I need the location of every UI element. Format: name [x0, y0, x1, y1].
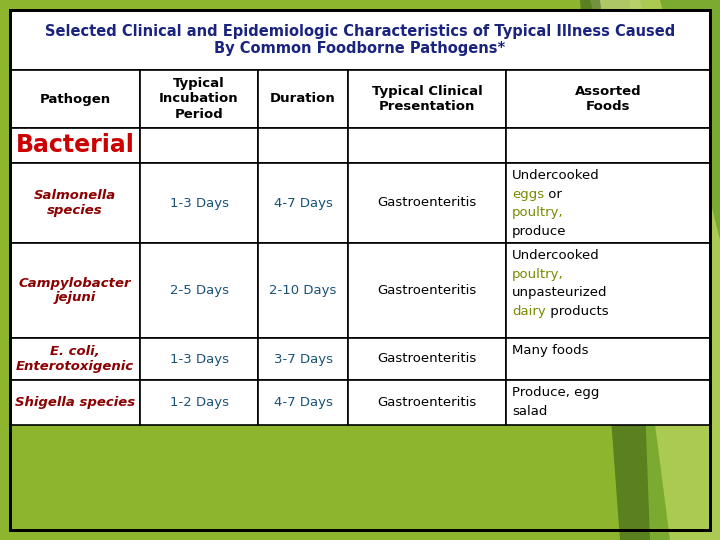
Text: poultry,: poultry,: [512, 206, 564, 219]
Bar: [348, 338, 506, 380]
Bar: [258, 163, 348, 243]
Text: salad: salad: [512, 404, 547, 417]
Bar: [140, 380, 258, 425]
Bar: [506, 243, 710, 338]
Bar: [258, 70, 348, 128]
Bar: [506, 70, 710, 128]
Bar: [506, 128, 710, 163]
Bar: [10, 338, 140, 380]
Bar: [140, 243, 258, 338]
Text: Gastroenteritis: Gastroenteritis: [377, 396, 477, 409]
Text: or: or: [544, 188, 562, 201]
Text: Campylobacter
jejuni: Campylobacter jejuni: [19, 276, 131, 305]
Text: Duration: Duration: [270, 92, 336, 105]
Bar: [10, 70, 140, 128]
Text: Typical
Incubation
Period: Typical Incubation Period: [159, 78, 239, 120]
Bar: [10, 10, 710, 70]
Polygon shape: [580, 0, 720, 540]
Bar: [506, 380, 710, 425]
Bar: [348, 243, 506, 338]
Text: produce: produce: [512, 225, 567, 238]
Text: E. coli,
Enterotoxigenic: E. coli, Enterotoxigenic: [16, 345, 134, 373]
Text: Bacterial: Bacterial: [16, 133, 135, 158]
Bar: [258, 338, 348, 380]
Bar: [10, 243, 140, 338]
Bar: [258, 243, 348, 338]
Text: Pathogen: Pathogen: [40, 92, 111, 105]
Text: 1-2 Days: 1-2 Days: [169, 396, 228, 409]
Text: eggs: eggs: [512, 188, 544, 201]
Polygon shape: [590, 0, 700, 290]
Text: Undercooked: Undercooked: [512, 169, 600, 182]
Text: 2-5 Days: 2-5 Days: [169, 284, 228, 297]
Bar: [140, 338, 258, 380]
Text: 1-3 Days: 1-3 Days: [169, 353, 228, 366]
Text: Many foods: Many foods: [512, 344, 588, 357]
Text: products: products: [546, 305, 608, 318]
Text: Shigella species: Shigella species: [15, 396, 135, 409]
Bar: [140, 128, 258, 163]
Bar: [140, 70, 258, 128]
Text: 4-7 Days: 4-7 Days: [274, 197, 333, 210]
Text: Salmonella
species: Salmonella species: [34, 189, 116, 217]
Bar: [506, 338, 710, 380]
Bar: [348, 163, 506, 243]
Text: Gastroenteritis: Gastroenteritis: [377, 284, 477, 297]
Bar: [258, 128, 348, 163]
Polygon shape: [630, 0, 720, 540]
Text: Undercooked: Undercooked: [512, 249, 600, 262]
Text: 1-3 Days: 1-3 Days: [169, 197, 228, 210]
Text: poultry,: poultry,: [512, 268, 564, 281]
Text: 2-10 Days: 2-10 Days: [269, 284, 337, 297]
Text: Gastroenteritis: Gastroenteritis: [377, 353, 477, 366]
Bar: [258, 380, 348, 425]
Text: Assorted
Foods: Assorted Foods: [575, 85, 642, 113]
Text: 4-7 Days: 4-7 Days: [274, 396, 333, 409]
Bar: [506, 163, 710, 243]
Text: Produce, egg: Produce, egg: [512, 386, 599, 399]
Text: Selected Clinical and Epidemiologic Characteristics of Typical Illness Caused
By: Selected Clinical and Epidemiologic Char…: [45, 24, 675, 56]
Bar: [348, 128, 506, 163]
Bar: [348, 380, 506, 425]
Bar: [348, 70, 506, 128]
Text: Typical Clinical
Presentation: Typical Clinical Presentation: [372, 85, 482, 113]
Polygon shape: [600, 0, 720, 540]
Bar: [10, 380, 140, 425]
Bar: [140, 163, 258, 243]
Text: Gastroenteritis: Gastroenteritis: [377, 197, 477, 210]
Text: unpasteurized: unpasteurized: [512, 286, 608, 299]
Text: 3-7 Days: 3-7 Days: [274, 353, 333, 366]
Bar: [10, 128, 140, 163]
Bar: [10, 163, 140, 243]
Text: dairy: dairy: [512, 305, 546, 318]
